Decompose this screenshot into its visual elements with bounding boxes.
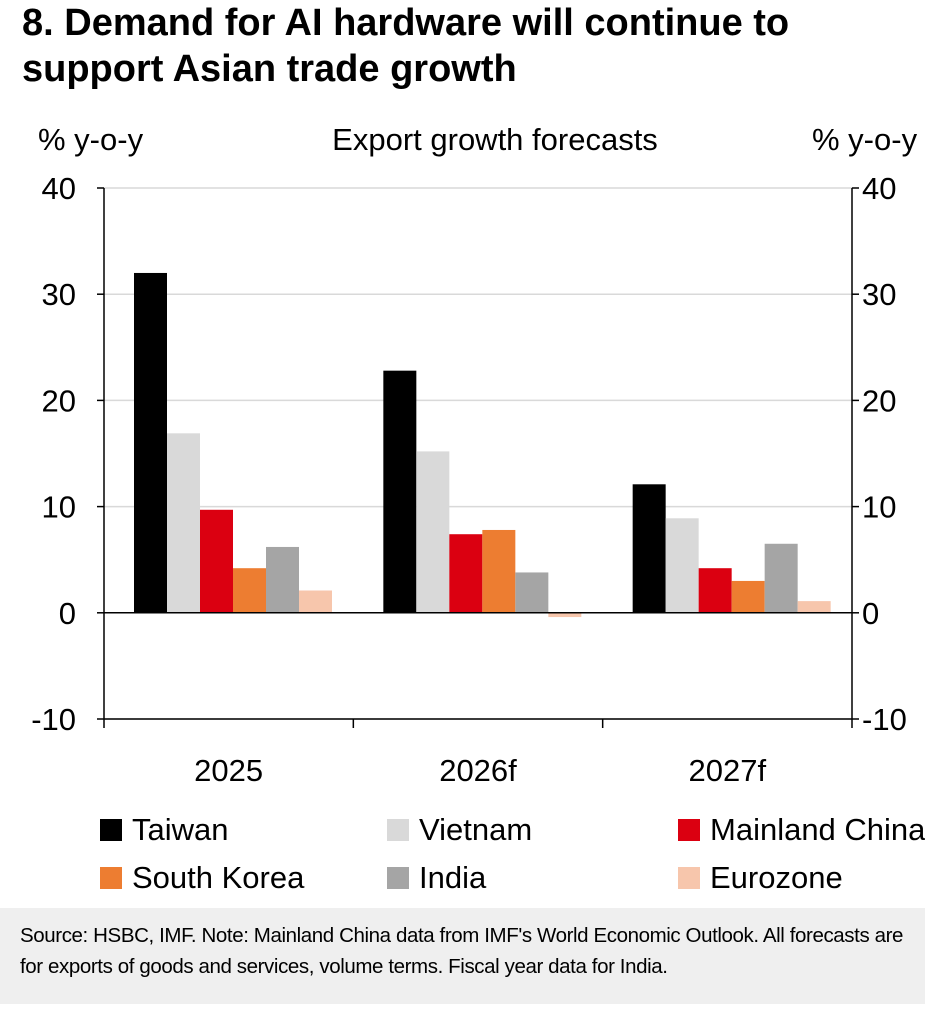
bar-eurozone-2027f <box>797 601 831 613</box>
bar-mainland-china-2025 <box>200 509 233 613</box>
legend-item-taiwan: Taiwan <box>100 812 229 848</box>
bar-mainland-china-2026f <box>449 534 483 613</box>
legend-swatch-icon <box>387 819 409 841</box>
bar-south-korea-2026f <box>482 529 516 613</box>
legend-label: Taiwan <box>132 812 229 847</box>
bar-eurozone-2025 <box>299 590 332 613</box>
legend-label: Mainland China <box>710 812 925 847</box>
y-tick-label-left: 10 <box>42 490 76 525</box>
legend-item-eurozone: Eurozone <box>678 860 843 896</box>
legend-swatch-icon <box>100 819 122 841</box>
y-tick-label-right: 30 <box>862 277 896 312</box>
legend-swatch-icon <box>678 867 700 889</box>
legend-swatch-icon <box>387 867 409 889</box>
export-growth-chart: -10 -10 0 0 10 10 20 20 30 30 40 40 2025 2026f 2027f Ex… <box>31 122 918 788</box>
bar-vietnam-2027f <box>665 518 699 613</box>
y-tick-label-right: 10 <box>862 490 896 525</box>
bar-taiwan-2026f <box>383 370 417 613</box>
bar-mainland-china-2027f <box>698 568 732 613</box>
legend-label: India <box>419 860 487 895</box>
x-tick-label: 2027f <box>689 753 767 788</box>
x-tick-label: 2026f <box>439 753 517 788</box>
legend-item-vietnam: Vietnam <box>387 812 532 848</box>
chart-title: Export growth forecasts <box>332 122 658 157</box>
bar-india-2025 <box>266 546 299 613</box>
y-tick-label-left: 20 <box>42 383 76 418</box>
y-tick-label-left: 30 <box>42 277 76 312</box>
bar-vietnam-2026f <box>416 451 450 613</box>
bar-india-2027f <box>764 543 798 613</box>
legend-label: Eurozone <box>710 860 843 895</box>
bar-south-korea-2027f <box>731 580 765 613</box>
bar-india-2026f <box>515 572 549 613</box>
y-tick-label-left: 40 <box>42 171 76 206</box>
chart-legend: Taiwan Vietnam Mainland China South Kore… <box>100 812 925 908</box>
legend-item-india: India <box>387 860 486 896</box>
y-tick-label-right: -10 <box>862 702 907 737</box>
bar-vietnam-2025 <box>167 433 200 613</box>
x-tick-label: 2025 <box>194 753 263 788</box>
y-axis-label-right: % y-o-y <box>812 122 918 157</box>
legend-item-south-korea: South Korea <box>100 860 304 896</box>
y-tick-label-left: 0 <box>59 596 76 631</box>
y-tick-label-right: 20 <box>862 383 896 418</box>
legend-label: South Korea <box>132 860 305 895</box>
bar-eurozone-2026f <box>548 612 582 618</box>
bar-taiwan-2027f <box>632 484 666 613</box>
chart-headline: 8. Demand for AI hardware will continue … <box>22 2 790 90</box>
legend-item-mainland-china: Mainland China <box>678 812 925 848</box>
y-tick-label-right: 0 <box>862 596 879 631</box>
source-note: Source: HSBC, IMF. Note: Mainland China … <box>0 908 925 1004</box>
legend-swatch-icon <box>100 867 122 889</box>
y-tick-label-left: -10 <box>31 702 76 737</box>
y-tick-label-right: 40 <box>862 171 896 206</box>
bar-taiwan-2025 <box>134 272 167 613</box>
legend-label: Vietnam <box>419 812 533 847</box>
bar-south-korea-2025 <box>233 568 266 613</box>
y-axis-label-left: % y-o-y <box>38 122 144 157</box>
legend-swatch-icon <box>678 819 700 841</box>
